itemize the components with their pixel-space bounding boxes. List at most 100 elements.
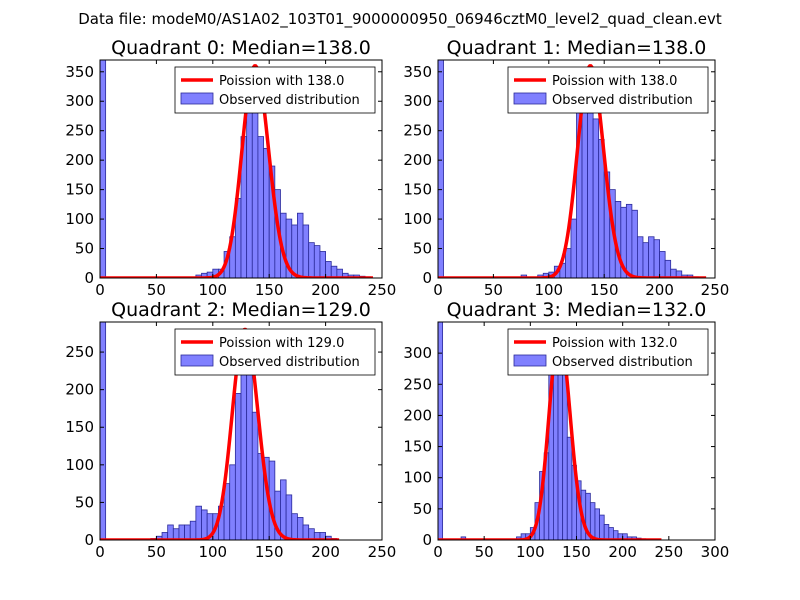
histogram-bar	[178, 524, 186, 540]
quadrant-1-panel: 0 50 100 150 200 250 0 50 100 150 200 250 300 350 Quad…	[403, 37, 729, 299]
y-tick-label: 50	[413, 240, 432, 258]
quadrant-title: Quadrant 0: Median=138.0	[111, 37, 371, 59]
histogram-bar	[325, 261, 332, 278]
x-tick-label: 50	[484, 281, 503, 299]
x-tick-label: 150	[255, 543, 284, 561]
y-tick-label: 100	[403, 469, 432, 487]
legend-hist-swatch	[513, 354, 547, 367]
y-tick-label: 350	[403, 63, 432, 81]
y-tick-label: 250	[403, 122, 432, 140]
y-tick-label: 250	[65, 122, 94, 140]
legend-hist-label: Observed distribution	[552, 93, 693, 108]
legend-hist-swatch	[180, 92, 214, 105]
histogram-bar	[308, 242, 315, 278]
quadrant-0-plot-area	[100, 60, 374, 278]
histogram-bar	[608, 527, 614, 540]
quadrant-3-plot-area	[438, 322, 663, 540]
poisson-curve	[438, 332, 663, 540]
y-tick-label: 50	[75, 240, 94, 258]
y-tick-label: 150	[403, 181, 432, 199]
legend-curve-label: Poission with 129.0	[219, 336, 344, 351]
histogram-bar	[594, 508, 600, 540]
histogram-bar	[285, 494, 293, 540]
histogram-bar	[296, 212, 304, 278]
histogram-bar	[587, 112, 594, 278]
axes-frame	[437, 59, 716, 279]
x-tick-label: 50	[475, 543, 494, 561]
legend: Poission with 132.0 Observed distribution	[507, 328, 709, 376]
histogram-bar	[302, 524, 310, 540]
legend-box	[507, 328, 709, 376]
legend: Poission with 138.0 Observed distribution	[507, 66, 709, 114]
histogram-bar	[603, 524, 610, 540]
legend-hist-label: Observed distribution	[219, 355, 360, 370]
histogram-bar	[625, 203, 633, 278]
quadrant-title: Quadrant 3: Median=132.0	[447, 299, 707, 321]
x-tick-label: 300	[701, 543, 730, 561]
x-tick-label: 0	[95, 281, 105, 299]
histogram-bar	[257, 136, 264, 278]
poisson-curve	[438, 64, 707, 278]
x-tick-label: 200	[645, 281, 674, 299]
histogram-bar	[100, 322, 107, 540]
legend-curve-label: Poission with 132.0	[552, 336, 677, 351]
histogram-bar	[599, 514, 605, 540]
y-tick-label: 0	[422, 531, 432, 549]
histogram-bar	[592, 118, 600, 278]
y-tick-label: 350	[65, 63, 94, 81]
x-tick-label: 150	[590, 281, 619, 299]
x-tick-label: 200	[311, 543, 340, 561]
legend-hist-label: Observed distribution	[219, 93, 360, 108]
y-tick-label: 200	[65, 151, 94, 169]
x-tick-label: 100	[516, 543, 545, 561]
legend-box	[507, 66, 709, 114]
histogram-bar	[195, 505, 202, 540]
legend: Poission with 129.0 Observed distribution	[174, 328, 376, 376]
quadrant-title: Quadrant 2: Median=129.0	[111, 299, 371, 321]
y-tick-label: 50	[413, 500, 432, 518]
quadrant-0-panel: 0 50 100 150 200 250 0 50 100 150 200 250 300 350 Quad…	[65, 37, 396, 299]
x-tick-label: 50	[147, 281, 166, 299]
histogram-bar	[659, 251, 666, 278]
quadrant-2-panel: 0 50 100 150 200 250 0 50 100 150 200 250 Quadrant 2…	[65, 299, 396, 561]
histogram-bar	[302, 224, 310, 278]
histogram-bar	[565, 248, 572, 278]
x-tick-label: 0	[95, 543, 105, 561]
histogram-bar	[296, 517, 304, 540]
histogram-bar	[100, 60, 107, 278]
x-tick-label: 100	[534, 281, 563, 299]
histogram-bar	[251, 411, 259, 540]
x-tick-label: 250	[701, 281, 730, 299]
histogram-bar	[291, 224, 298, 278]
x-tick-label: 250	[368, 543, 397, 561]
histogram-bar	[648, 236, 655, 278]
histogram-bar	[566, 436, 573, 540]
histogram-bar	[189, 520, 197, 540]
y-tick-label: 150	[403, 438, 432, 456]
histogram-bar	[319, 251, 326, 278]
histogram-bar	[201, 509, 208, 540]
histogram-bar	[263, 147, 270, 278]
histogram-bar	[664, 259, 672, 278]
histogram-bar	[229, 464, 236, 540]
x-tick-label: 250	[655, 543, 684, 561]
y-tick-label: 0	[84, 531, 94, 549]
histogram-bar	[291, 513, 298, 540]
x-tick-label: 150	[562, 543, 591, 561]
y-tick-label: 250	[403, 375, 432, 393]
y-tick-label: 250	[65, 343, 94, 361]
legend-box	[174, 66, 376, 114]
y-tick-label: 100	[65, 456, 94, 474]
legend-curve-label: Poission with 138.0	[552, 74, 677, 89]
legend-hist-label: Observed distribution	[552, 355, 693, 370]
x-tick-label: 100	[198, 281, 227, 299]
histogram-bar	[280, 479, 287, 540]
legend-box	[174, 328, 376, 376]
y-tick-label: 150	[65, 418, 94, 436]
axes-frame	[99, 59, 383, 279]
x-tick-label: 100	[198, 543, 227, 561]
histogram-bar	[642, 242, 649, 278]
histogram-bar	[240, 351, 248, 540]
y-tick-label: 300	[65, 92, 94, 110]
